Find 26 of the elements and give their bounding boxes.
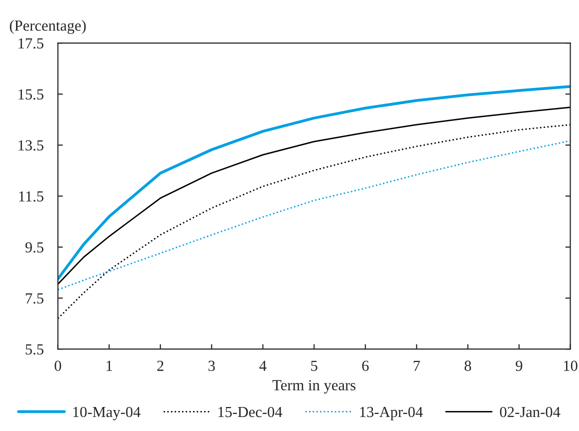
x-tick-label: 4 (259, 360, 266, 371)
line-series (58, 124, 570, 320)
x-tick-label: 10 (564, 360, 578, 371)
x-tick-label: 2 (157, 360, 164, 371)
legend-label: 15-Dec-04 (218, 406, 282, 418)
x-tick-label: 6 (362, 360, 369, 371)
x-tick-label: 1 (106, 360, 112, 371)
x-tick-label: 5 (311, 360, 318, 371)
legend-label: 02-Jan-04 (500, 406, 560, 418)
x-tick-label: 3 (208, 360, 215, 371)
y-tick-label: 15.5 (18, 89, 44, 100)
line-series (58, 140, 570, 290)
y-tick-label: 17.5 (18, 38, 44, 49)
y-tick-label: 9.5 (25, 242, 44, 253)
y-tick-label: 13.5 (18, 140, 44, 151)
x-tick-label: 7 (414, 360, 420, 371)
x-axis-title: Term in years (272, 380, 356, 394)
y-tick-label: 5.5 (26, 344, 44, 355)
y-axis-title: (Percentage) (10, 20, 86, 34)
y-tick-label: 7.5 (26, 293, 44, 304)
legend-label: 13-Apr-04 (360, 406, 423, 420)
x-tick-label: 0 (54, 360, 62, 371)
legend-label: 10-May-04 (73, 406, 140, 420)
x-tick-label: 8 (464, 360, 472, 371)
x-tick-label: 9 (516, 360, 522, 371)
y-tick-label: 11.5 (19, 191, 44, 202)
